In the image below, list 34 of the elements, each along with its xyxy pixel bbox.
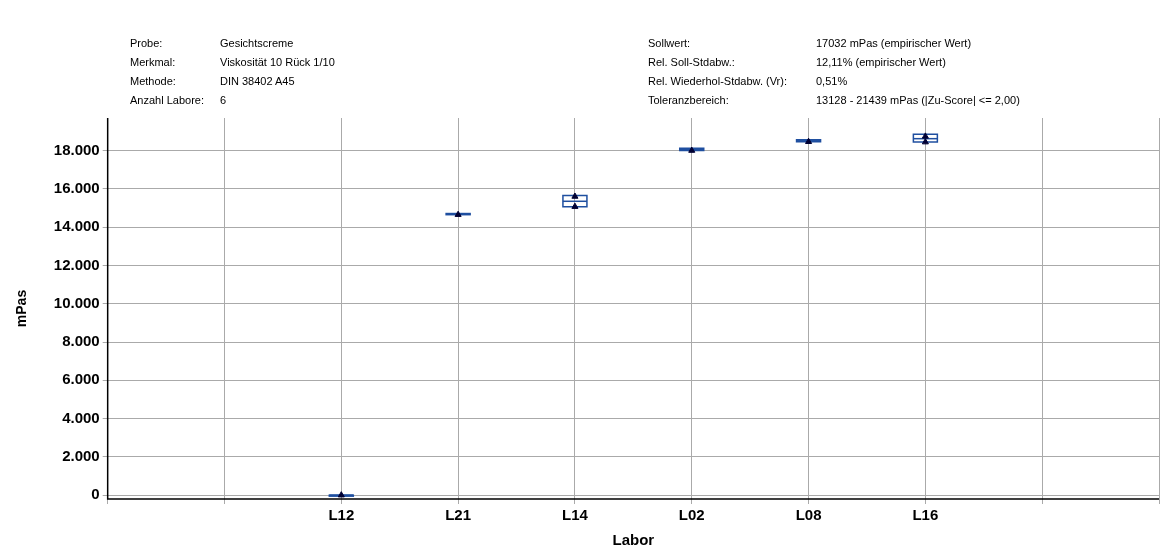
text: 0,51% [816, 74, 848, 88]
y-tick-label: 4.000 [62, 408, 100, 426]
y-tick-label: 18.000 [53, 140, 100, 158]
text: Sollwert: [648, 36, 691, 50]
y-tick-label: 14.000 [53, 217, 100, 235]
y-tick-label: 8.000 [62, 332, 100, 350]
text: DIN 38402 A45 [220, 74, 295, 88]
text: Merkmal: [130, 55, 176, 69]
y-tick-label: 0 [91, 485, 100, 503]
text: Anzahl Labore: [130, 93, 204, 107]
x-tick-label: L21 [445, 506, 472, 524]
x-tick-label: L14 [562, 506, 589, 524]
y-tick-label: 12.000 [53, 255, 100, 273]
text: 13128 - 21439 mPas (|Zu-Score| <= 2,00) [816, 93, 1020, 107]
y-tick-label: 6.000 [62, 370, 100, 388]
y-tick-label: 10.000 [53, 293, 100, 311]
y-axis-title: mPas [13, 289, 30, 328]
text: Toleranzbereich: [648, 93, 729, 107]
x-tick-label: L08 [795, 506, 822, 524]
text: Rel. Soll-Stdabw.: [648, 55, 735, 69]
text: 12,11% (empirischer Wert) [816, 55, 946, 69]
text: Rel. Wiederhol-Stdabw. (Vr): [648, 74, 787, 88]
text: Methode: [130, 74, 176, 88]
x-axis-title: Labor [612, 531, 655, 549]
text: Viskosität 10 Rück 1/10 [220, 55, 335, 69]
x-tick-label: L02 [678, 506, 705, 524]
x-tick-label: L12 [328, 506, 355, 524]
text: Gesichtscreme [220, 36, 294, 50]
text: 6 [220, 93, 227, 107]
y-tick-label: 16.000 [53, 178, 100, 196]
text: 17032 mPas (empirischer Wert) [816, 36, 972, 50]
x-tick-label: L16 [912, 506, 939, 524]
y-tick-label: 2.000 [62, 447, 100, 465]
text: Probe: [130, 36, 163, 50]
